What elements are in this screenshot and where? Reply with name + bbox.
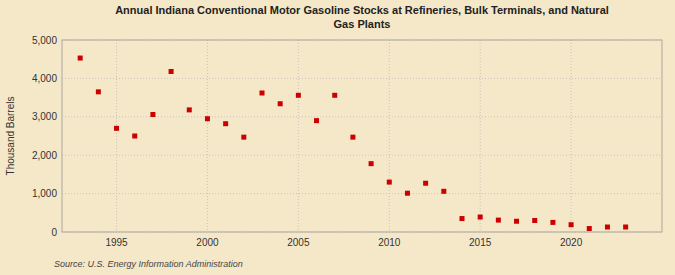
x-tick-label: 2000: [196, 237, 219, 248]
y-axis-label: Thousand Barrels: [5, 97, 16, 176]
point: [623, 225, 628, 230]
x-grid-line: [480, 40, 481, 232]
y-tick-label: 2,000: [32, 150, 57, 161]
point: [587, 226, 592, 231]
x-tick-label: 2015: [469, 237, 492, 248]
points: [78, 56, 628, 231]
point: [569, 222, 574, 227]
point: [369, 161, 374, 166]
point: [114, 126, 119, 131]
point: [514, 219, 519, 224]
x-grid-line: [389, 40, 390, 232]
point: [260, 90, 265, 95]
point: [423, 181, 428, 186]
point: [605, 225, 610, 230]
background: [0, 0, 675, 275]
point: [78, 56, 83, 61]
x-tick-label: 2005: [287, 237, 310, 248]
point: [132, 134, 137, 139]
y-grid-line: [62, 78, 662, 79]
x-tick-label: 2020: [560, 237, 583, 248]
y-grid-line: [62, 193, 662, 194]
point: [387, 180, 392, 185]
point: [205, 116, 210, 121]
point: [441, 189, 446, 194]
point: [96, 89, 101, 94]
y-tick-label: 3,000: [32, 111, 57, 122]
point: [496, 218, 501, 223]
point: [332, 93, 337, 98]
point: [550, 220, 555, 225]
x-tick-label: 2010: [378, 237, 401, 248]
x-grid-line: [116, 40, 117, 232]
point: [223, 121, 228, 126]
point: [169, 69, 174, 74]
point: [278, 101, 283, 106]
y-tick-label: 4,000: [32, 73, 57, 84]
point: [478, 215, 483, 220]
point: [150, 112, 155, 117]
chart: Annual Indiana Conventional Motor Gasoli…: [0, 0, 675, 275]
source-note: Source: U.S. Energy Information Administ…: [54, 259, 243, 269]
point: [241, 135, 246, 140]
x-grid-line: [298, 40, 299, 232]
grid: [62, 40, 662, 232]
point: [405, 191, 410, 196]
point: [296, 93, 301, 98]
point: [314, 118, 319, 123]
y-grid-line: [62, 155, 662, 156]
y-tick-label: 1,000: [32, 188, 57, 199]
point: [460, 216, 465, 221]
plot-frame: [62, 40, 662, 232]
y-tick-label: 5,000: [32, 35, 57, 46]
x-grid-line: [207, 40, 208, 232]
point: [532, 218, 537, 223]
y-tick-label: 0: [51, 227, 57, 238]
title: Annual Indiana Conventional Motor Gasoli…: [115, 4, 609, 30]
x-grid-line: [571, 40, 572, 232]
point: [187, 107, 192, 112]
point: [350, 135, 355, 140]
x-tick-label: 1995: [105, 237, 128, 248]
